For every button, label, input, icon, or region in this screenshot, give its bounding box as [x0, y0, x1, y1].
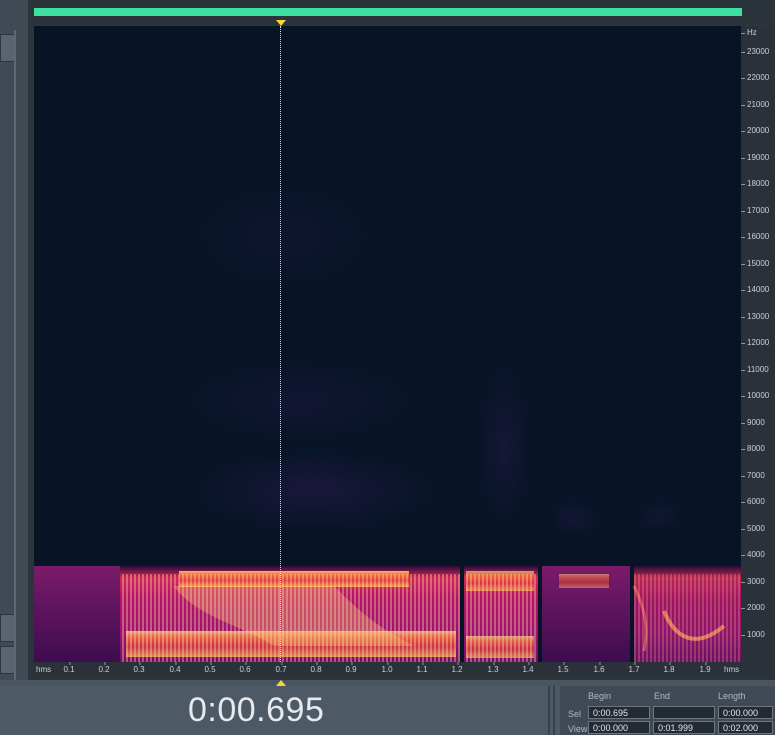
frequency-tick-label: 15000: [740, 259, 770, 268]
frequency-tick-label: 19000: [740, 153, 770, 162]
time-tick-label: 0.9: [345, 662, 357, 674]
time-tick-label: 0.5: [204, 662, 216, 674]
view-row-label: View: [568, 724, 588, 734]
panel-divider: [548, 686, 550, 735]
selection-view-panel: Begin End Length Sel View 0:00.695 0:00.…: [560, 686, 775, 735]
current-time-display: 0:00.695: [188, 691, 325, 729]
selection-row-label: Sel: [568, 709, 582, 719]
frequency-tick-label: 16000: [740, 232, 770, 241]
frequency-tick-label: 20000: [740, 126, 770, 135]
spectrogram-view[interactable]: [34, 26, 741, 662]
frequency-tick-label: 3000: [741, 577, 765, 586]
selection-end-field[interactable]: [653, 706, 715, 719]
length-column-header: Length: [718, 691, 746, 701]
frequency-tick-label: 8000: [741, 444, 765, 453]
time-tick-label: 1.6: [593, 662, 605, 674]
end-column-header: End: [654, 691, 671, 701]
frequency-tick-label: 4000: [741, 550, 765, 559]
time-tick-label: 1.3: [487, 662, 499, 674]
time-tick-label: 1.4: [522, 662, 534, 674]
time-tick-label: 1.5: [557, 662, 569, 674]
frequency-tick-label: 2000: [741, 603, 765, 612]
frequency-tick-label: 17000: [740, 206, 770, 215]
time-tick-label: 0.4: [169, 662, 181, 674]
time-axis: hms 0.1 0.2 0.3 0.4 0.5 0.6 0.7 0.8 0.9 …: [34, 662, 775, 678]
playhead-marker-top[interactable]: [276, 20, 286, 26]
frequency-tick-label: 12000: [740, 338, 770, 347]
frequency-tick-label: 7000: [741, 471, 765, 480]
time-tick-label: 0.7: [275, 662, 287, 674]
time-unit-label-right: hms: [724, 665, 740, 674]
frequency-tick-label: 22000: [740, 73, 770, 82]
time-tick-label: 0.3: [133, 662, 145, 674]
frequency-tick-label: 1000: [741, 630, 765, 639]
playhead-marker-bottom[interactable]: [276, 680, 286, 686]
frequency-unit-label: Hz: [741, 28, 757, 37]
frequency-tick-label: 13000: [740, 312, 770, 321]
frequency-axis: Hz 23000 22000 21000 20000 19000 18000 1…: [740, 26, 775, 662]
frequency-tick-label: 5000: [741, 524, 765, 533]
selection-length-field[interactable]: 0:00.000: [718, 706, 773, 719]
left-panel-strip: [0, 0, 28, 680]
frequency-tick-label: 14000: [740, 285, 770, 294]
playhead-cursor-line[interactable]: [280, 26, 281, 662]
frequency-tick-label: 11000: [741, 365, 769, 374]
frequency-tick-label: 21000: [740, 100, 770, 109]
time-tick-label: 0.1: [63, 662, 75, 674]
frequency-tick-label: 6000: [741, 497, 765, 506]
time-tick-label: 1.0: [381, 662, 393, 674]
transport-bar: 0:00.695 Begin End Length Sel View 0:00.…: [0, 686, 775, 735]
view-end-field[interactable]: 0:01.999: [653, 721, 715, 734]
time-tick-label: 1.2: [451, 662, 463, 674]
view-length-field[interactable]: 0:02.000: [718, 721, 773, 734]
time-unit-label-left: hms: [36, 665, 52, 674]
frequency-tick-label: 9000: [741, 418, 765, 427]
panel-divider: [14, 30, 16, 680]
panel-divider: [553, 686, 555, 735]
time-tick-label: 1.9: [699, 662, 711, 674]
time-tick-label: 0.8: [310, 662, 322, 674]
frequency-tick-label: 10000: [740, 391, 770, 400]
time-tick-label: 0.6: [239, 662, 251, 674]
time-tick-label: 0.2: [98, 662, 110, 674]
time-tick-label: 1.8: [663, 662, 675, 674]
time-tick-label: 1.7: [628, 662, 640, 674]
frequency-tick-label: 18000: [740, 179, 770, 188]
waveform-overview-bar[interactable]: [34, 8, 742, 16]
time-tick-label: 1.1: [416, 662, 428, 674]
frequency-tick-label: 23000: [740, 47, 770, 56]
selection-begin-field[interactable]: 0:00.695: [588, 706, 650, 719]
view-begin-field[interactable]: 0:00.000: [588, 721, 650, 734]
spectrogram-image: [34, 176, 741, 662]
begin-column-header: Begin: [588, 691, 612, 701]
